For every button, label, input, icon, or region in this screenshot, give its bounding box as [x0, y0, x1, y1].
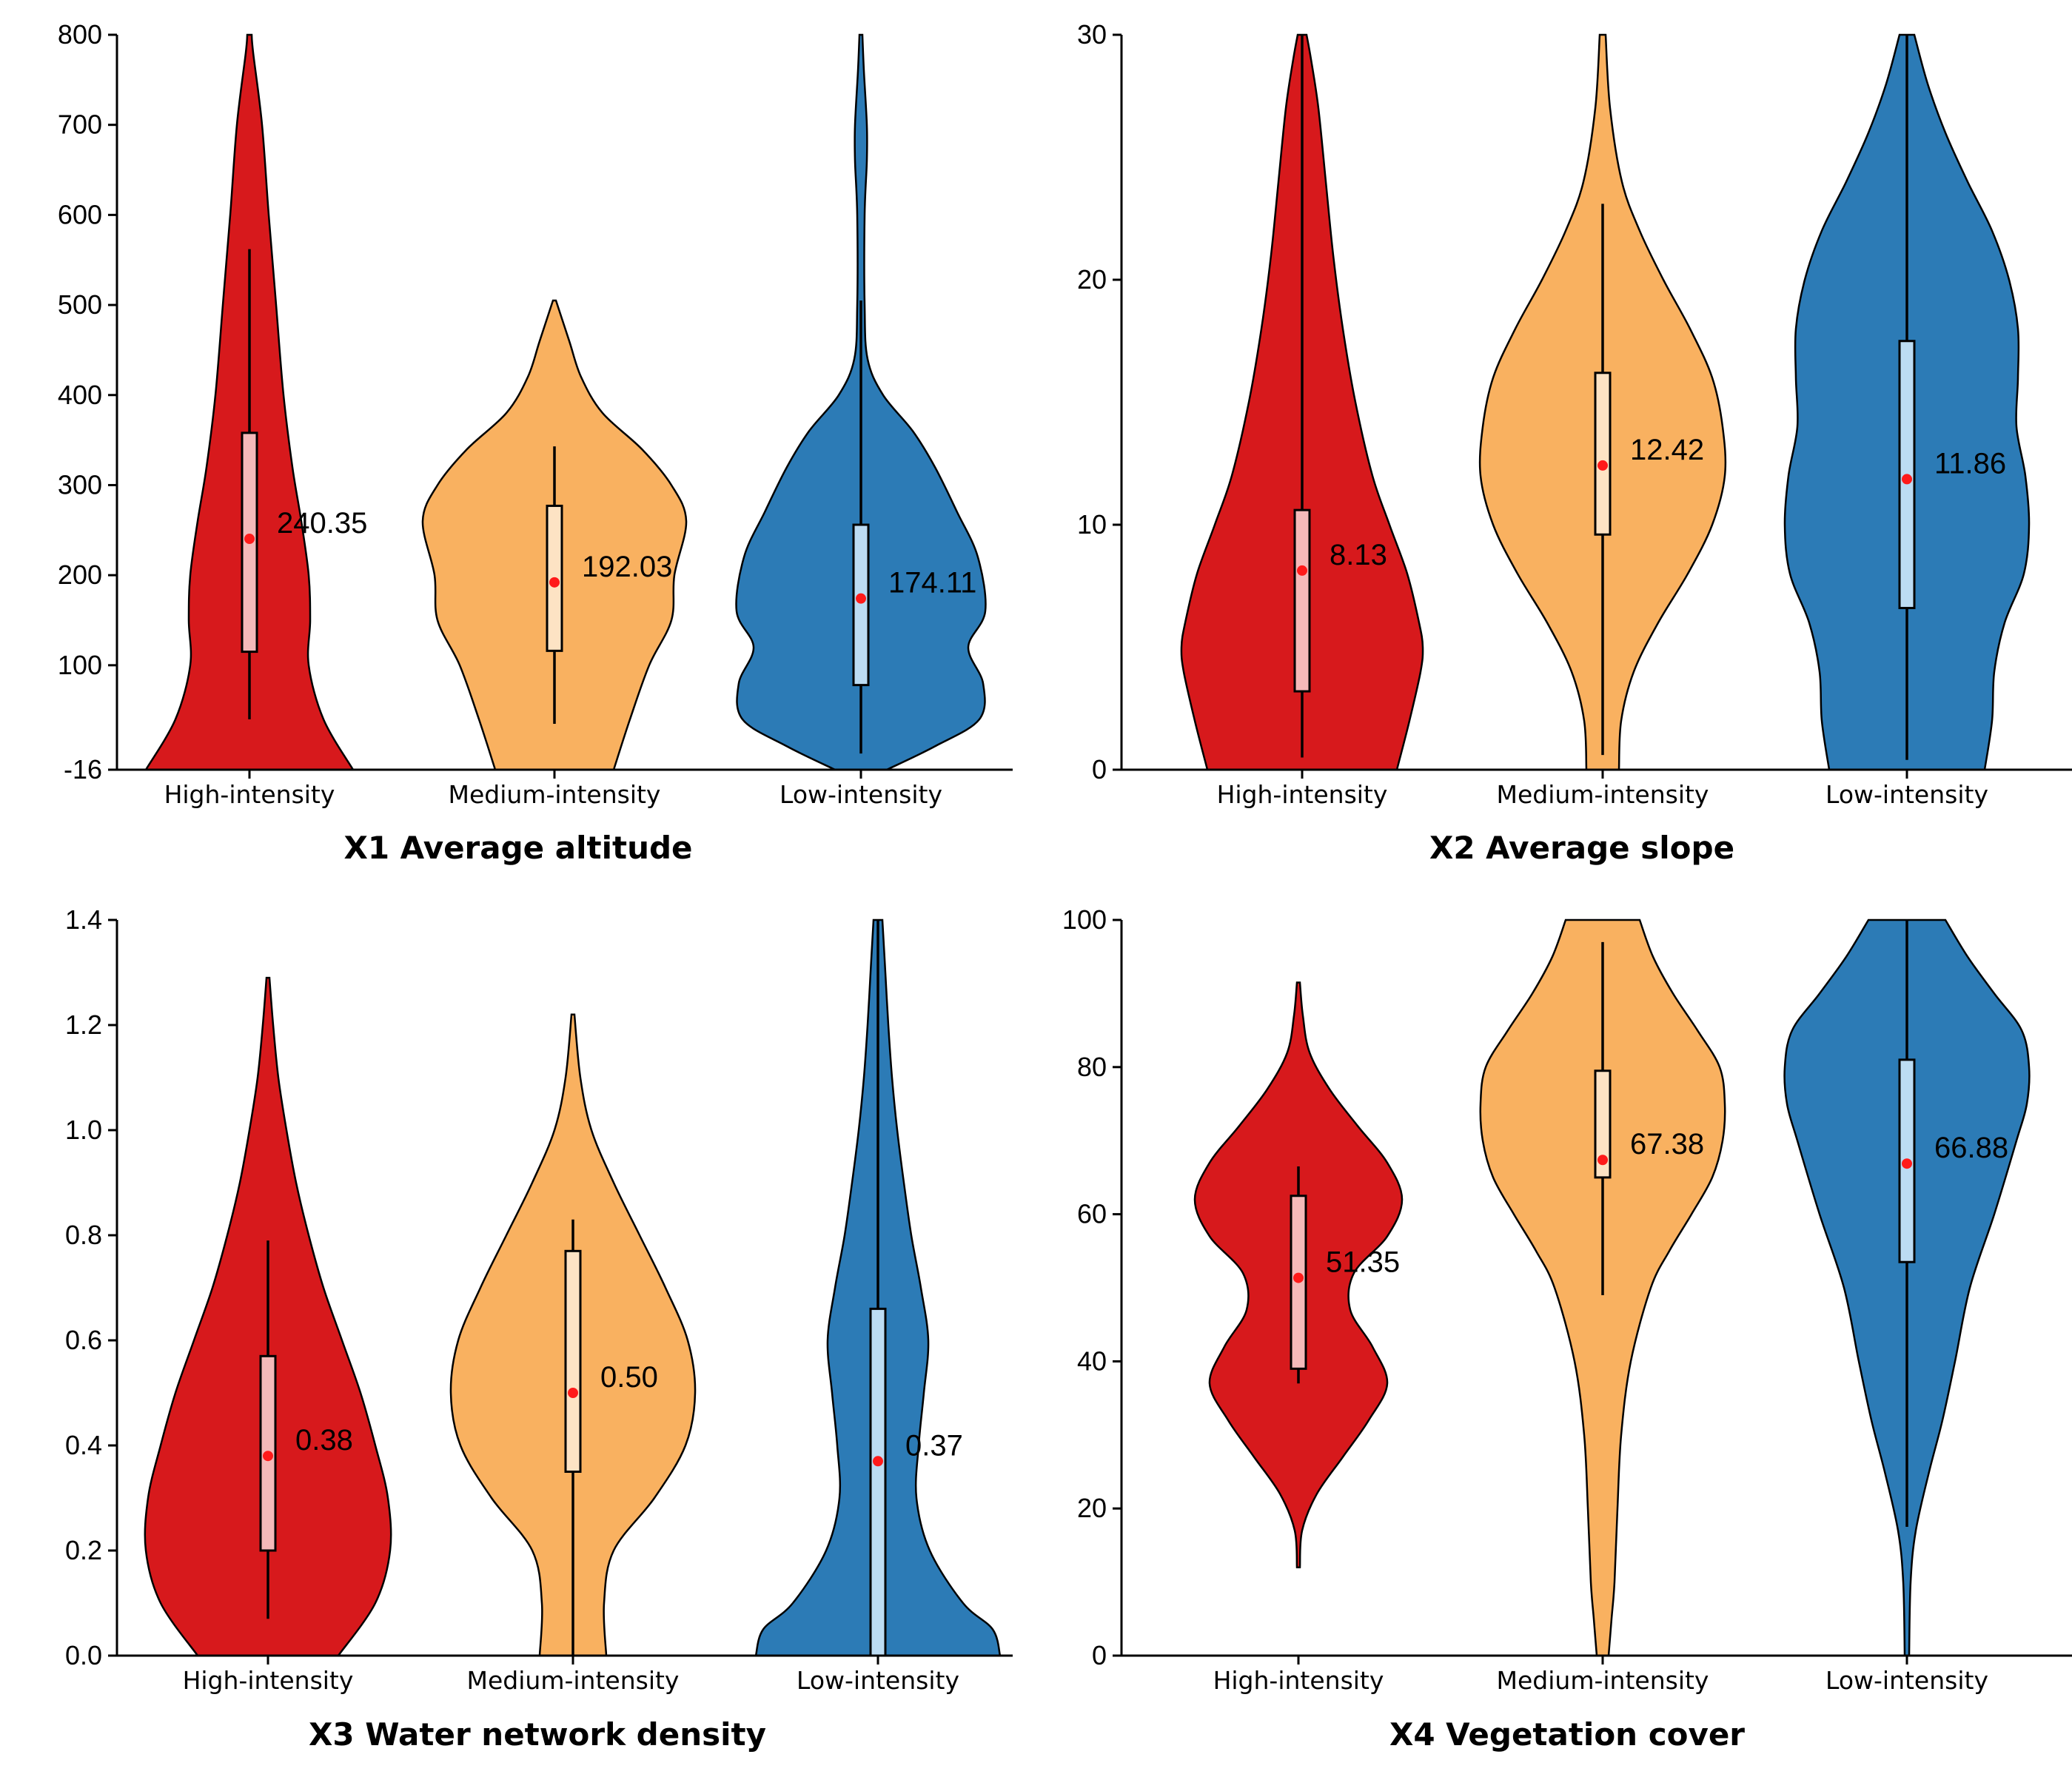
y-tick-label: 10: [1077, 509, 1107, 540]
mean-point-high: [244, 534, 255, 545]
y-tick-label: 0.0: [65, 1640, 102, 1670]
mean-point-low: [1902, 474, 1912, 485]
panel-1: 240.35 192.03 174.11 -16 100 200 300 400 500 600 7…: [58, 19, 1013, 866]
panel-title: X4 Vegetation cover: [1389, 1716, 1745, 1753]
y-tick-label: 1.2: [65, 1010, 102, 1040]
y-tick-label: 40: [1077, 1346, 1107, 1376]
panel-3: 0.38 0.50 0.37 0.0 0.2 0.4 0.6 0.8 1.0 1.2 1.4 High…: [65, 904, 1013, 1753]
y-tick-label: 0.2: [65, 1535, 102, 1565]
x-tick-label-low: Low-intensity: [779, 780, 942, 809]
y-tick-label: 60: [1077, 1199, 1107, 1229]
x-tick-label-low: Low-intensity: [797, 1666, 959, 1695]
mean-label-high: 51.35: [1326, 1246, 1400, 1279]
mean-label-high: 240.35: [277, 507, 367, 540]
mean-label-medium: 67.38: [1630, 1128, 1704, 1160]
x-tick-label-high: High-intensity: [1217, 780, 1388, 809]
mean-label-high: 8.13: [1330, 539, 1387, 571]
y-tick-label: 0: [1092, 1640, 1107, 1670]
box-medium: [1594, 372, 1612, 536]
y-tick-label: -16: [64, 754, 102, 785]
panel-2: 8.13 12.42 11.86 0 10 20 30 High-intensity Mediu…: [1077, 19, 2072, 866]
y-tick-label: 0.4: [65, 1430, 102, 1460]
x-tick-label-high: High-intensity: [183, 1666, 354, 1695]
y-tick-label: 500: [58, 289, 102, 320]
mean-point-low: [1902, 1158, 1912, 1169]
y-tick-label: 0: [1092, 754, 1107, 785]
y-tick-label: 30: [1077, 19, 1107, 50]
box-low: [852, 523, 870, 687]
mean-label-low: 0.37: [905, 1429, 963, 1462]
x-tick-label-high: High-intensity: [1213, 1666, 1384, 1695]
y-tick-label: 700: [58, 110, 102, 140]
mean-point-high: [1297, 565, 1307, 576]
x-tick-label-low: Low-intensity: [1825, 780, 1988, 809]
y-tick-label: 20: [1077, 1493, 1107, 1523]
y-tick-label: 0.8: [65, 1220, 102, 1250]
y-tick-label: 100: [1062, 904, 1107, 935]
x-tick-label-medium: Medium-intensity: [1497, 780, 1709, 809]
x-tick-label-medium: Medium-intensity: [467, 1666, 680, 1695]
mean-label-medium: 192.03: [582, 551, 672, 583]
mean-point-low: [873, 1456, 883, 1467]
y-tick-label: 20: [1077, 264, 1107, 295]
mean-point-medium: [568, 1388, 578, 1398]
box-low: [869, 1307, 887, 1657]
y-tick-label: 800: [58, 19, 102, 50]
y-tick-label: 400: [58, 380, 102, 410]
mean-point-high: [263, 1451, 273, 1462]
box-high: [1293, 508, 1311, 693]
mean-label-medium: 0.50: [600, 1361, 658, 1394]
y-tick-label: 1.4: [65, 904, 102, 935]
mean-point-medium: [549, 577, 560, 588]
y-tick-label: 1.0: [65, 1115, 102, 1145]
panel-4: 51.35 67.38 66.88 0 20 40 60 80 100 High-intensit…: [1062, 904, 2072, 1753]
box-medium: [564, 1249, 582, 1474]
x-tick-label-high: High-intensity: [164, 780, 335, 809]
x-tick-label-medium: Medium-intensity: [1497, 1666, 1709, 1695]
mean-label-high: 0.38: [295, 1424, 353, 1457]
y-tick-label: 300: [58, 469, 102, 500]
x-tick-label-low: Low-intensity: [1825, 1666, 1988, 1695]
mean-label-low: 66.88: [1934, 1132, 2008, 1164]
y-tick-label: 80: [1077, 1052, 1107, 1082]
mean-label-medium: 12.42: [1630, 434, 1704, 466]
panel-title: X3 Water network density: [309, 1716, 766, 1753]
panel-title: X2 Average slope: [1429, 830, 1734, 866]
y-tick-label: 0.6: [65, 1325, 102, 1355]
box-medium: [1594, 1069, 1612, 1179]
y-tick-label: 600: [58, 199, 102, 229]
x-tick-label-medium: Medium-intensity: [449, 780, 661, 809]
mean-label-low: 11.86: [1934, 447, 2006, 480]
panel-title: X1 Average altitude: [343, 830, 692, 866]
mean-point-high: [1293, 1272, 1304, 1283]
mean-point-medium: [1597, 460, 1608, 471]
mean-label-low: 174.11: [888, 567, 976, 599]
mean-point-medium: [1597, 1155, 1608, 1166]
y-tick-label: 200: [58, 560, 102, 590]
y-tick-label: 100: [58, 650, 102, 680]
mean-point-low: [856, 593, 866, 604]
